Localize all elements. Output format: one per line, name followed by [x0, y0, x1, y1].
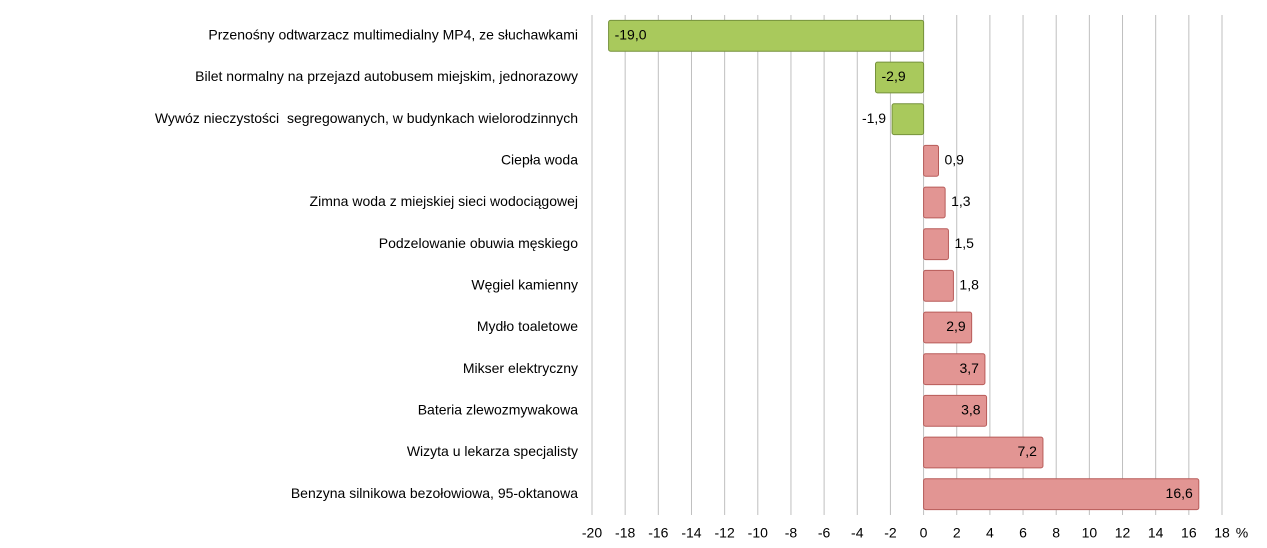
x-tick-label: -4: [851, 525, 864, 541]
y-tick-label: Przenośny odtwarzacz multimedialny MP4, …: [208, 27, 578, 43]
y-tick-label: Bilet normalny na przejazd autobusem mie…: [195, 68, 578, 84]
bar: [923, 144, 939, 177]
x-tick-label: 14: [1148, 525, 1164, 541]
data-label: 2,9: [946, 318, 966, 334]
x-tick-label: 6: [1019, 525, 1027, 541]
x-tick-label: -10: [748, 525, 768, 541]
data-label: 3,8: [961, 402, 981, 418]
data-label: 16,6: [1166, 485, 1193, 501]
data-label: 1,5: [954, 235, 974, 251]
data-label: -2,9: [882, 68, 906, 84]
data-label: 0,9: [945, 152, 965, 168]
x-axis-unit: %: [1236, 525, 1248, 541]
bar: [923, 228, 949, 261]
x-tick-label: 0: [920, 525, 928, 541]
x-tick-label: 12: [1115, 525, 1131, 541]
y-tick-label: Mydło toaletowe: [477, 318, 578, 334]
bar: [923, 394, 988, 427]
data-label: 3,7: [959, 360, 979, 376]
x-tick-label: -20: [582, 525, 602, 541]
y-tick-label: Benzyna silnikowa bezołowiowa, 95-oktano…: [291, 485, 578, 501]
y-tick-label: Węgiel kamienny: [471, 277, 578, 293]
x-tick-label: 18: [1214, 525, 1230, 541]
y-tick-label: Wywóz nieczystości segregowanych, w budy…: [155, 110, 578, 126]
x-tick-label: -14: [681, 525, 701, 541]
bar: [923, 269, 954, 302]
x-tick-label: 10: [1082, 525, 1098, 541]
bar: [875, 61, 925, 94]
data-label: 7,2: [1017, 443, 1037, 459]
data-label: -1,9: [862, 110, 886, 126]
bar: [923, 478, 1200, 511]
data-label: -19,0: [615, 27, 647, 43]
y-tick-label: Zimna woda z miejskiej sieci wodociągowe…: [310, 193, 578, 209]
x-tick-label: 4: [986, 525, 994, 541]
y-tick-label: Podzelowanie obuwia męskiego: [379, 235, 578, 251]
bar: [608, 19, 925, 52]
x-tick-label: -18: [615, 525, 635, 541]
y-tick-label: Bateria zlewozmywakowa: [418, 402, 578, 418]
y-tick-label: Wizyta u lekarza specjalisty: [407, 443, 578, 459]
bar: [923, 311, 973, 344]
data-label: 1,8: [959, 277, 979, 293]
bar: [923, 436, 1044, 469]
data-label: 1,3: [951, 193, 971, 209]
x-tick-label: 2: [953, 525, 961, 541]
y-tick-label: Mikser elektryczny: [463, 360, 578, 376]
x-tick-label: -6: [818, 525, 831, 541]
bar: [923, 186, 946, 219]
x-tick-label: -16: [648, 525, 668, 541]
x-tick-label: 16: [1181, 525, 1197, 541]
bar: [891, 103, 925, 136]
bar: [923, 353, 986, 386]
x-tick-label: 8: [1052, 525, 1060, 541]
x-tick-label: -2: [884, 525, 897, 541]
x-tick-label: -12: [715, 525, 735, 541]
x-tick-label: -8: [785, 525, 798, 541]
y-tick-label: Ciepła woda: [501, 152, 578, 168]
